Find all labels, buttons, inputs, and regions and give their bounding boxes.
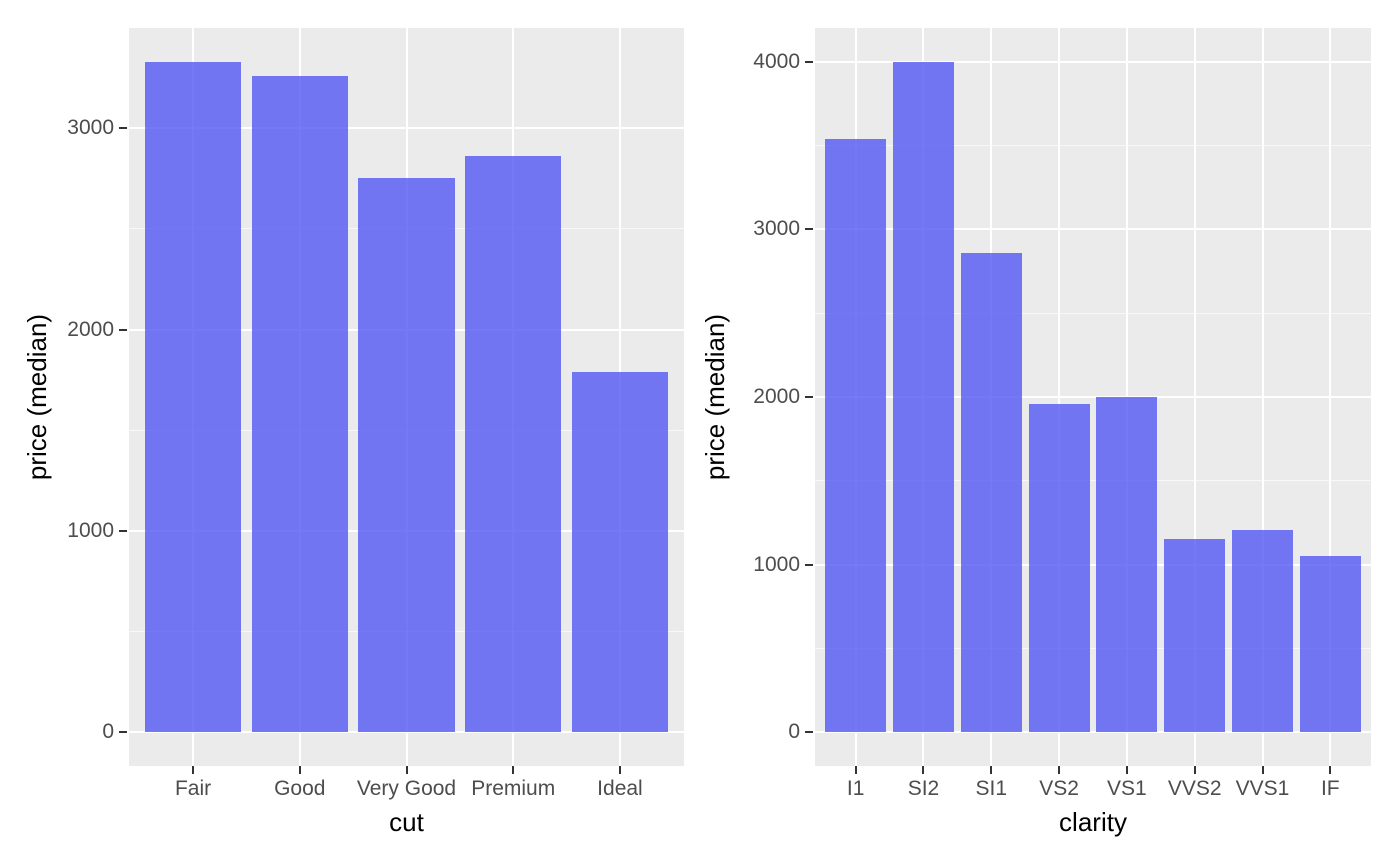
x-tick-label-very-good: Very Good [356,777,457,800]
y-tick-label-2000: 2000 [753,385,800,408]
y-tick-label-1000: 1000 [67,518,114,542]
x-tick-label-vvs1: VVS1 [1235,777,1290,800]
y-tick-mark [805,563,813,566]
y-tick-label-0: 0 [102,720,114,744]
y-tick-label-0: 0 [788,720,800,744]
bar-si1 [960,252,1022,733]
bar-very-good [358,178,455,733]
x-tick-label-fair: Fair [174,777,212,800]
grid-major-line [815,228,1371,231]
grid-vertical-line [1193,28,1196,766]
x-tick-mark [1125,766,1128,774]
x-tick-label-ideal: Ideal [597,777,643,800]
bar-ideal [571,371,668,733]
grid-minor-line [815,312,1371,314]
x-tick-mark [1058,766,1061,774]
x-tick-mark [405,766,408,774]
y-tick-label-1000: 1000 [753,552,800,576]
bar-vvs2 [1164,538,1226,733]
y-tick-label-2000: 2000 [67,317,114,341]
grid-major-line [815,60,1371,63]
bar-fair [145,61,242,733]
y-tick-mark [119,529,127,532]
y-tick-mark [805,228,813,231]
x-tick-label-si2: SI2 [907,777,940,800]
x-tick-mark [298,766,301,774]
x-tick-mark [1261,766,1264,774]
y-tick-mark [119,127,127,130]
y-tick-mark [805,731,813,734]
x-tick-mark [1329,766,1332,774]
y-tick-mark [119,328,127,331]
x-tick-label-good: Good [274,777,326,800]
x-tick-label-si1: SI1 [975,777,1008,800]
x-tick-label-vs1: VS1 [1107,777,1147,800]
grid-minor-line [815,648,1371,650]
grid-major-line [815,563,1371,566]
grid-vertical-line [1329,28,1332,766]
grid-vertical-line [1261,28,1264,766]
x-tick-mark [192,766,195,774]
bar-i1 [825,138,887,733]
x-tick-mark [854,766,857,774]
y-tick-label-4000: 4000 [753,49,800,73]
x-axis-title-cut-chart: cut [389,807,424,837]
bar-premium [465,156,562,733]
x-tick-mark [1193,766,1196,774]
grid-minor-line [815,144,1371,146]
x-tick-label-premium: Premium [471,777,556,800]
bar-vvs1 [1232,529,1294,733]
y-tick-label-3000: 3000 [753,217,800,241]
y-tick-label-3000: 3000 [67,116,114,140]
grid-major-line [815,731,1371,734]
x-tick-label-vs2: VS2 [1039,777,1079,800]
x-tick-mark [922,766,925,774]
bar-si2 [892,61,954,733]
y-tick-mark [119,731,127,734]
x-tick-mark [990,766,993,774]
x-tick-label-i1: I1 [846,777,865,800]
bar-if [1299,556,1361,733]
x-axis-title-clarity-chart: clarity [1059,807,1127,837]
x-tick-label-vvs2: VVS2 [1167,777,1222,800]
x-tick-label-if: IF [1320,777,1340,800]
bar-vs2 [1028,403,1090,733]
grid-major-line [815,396,1371,398]
bar-good [251,75,348,733]
grid-vertical-line [1058,28,1061,766]
grid-minor-line [815,480,1371,482]
y-tick-mark [805,396,813,398]
bar-vs1 [1096,397,1158,733]
y-tick-mark [805,60,813,63]
x-tick-mark [618,766,621,774]
x-tick-mark [512,766,515,774]
